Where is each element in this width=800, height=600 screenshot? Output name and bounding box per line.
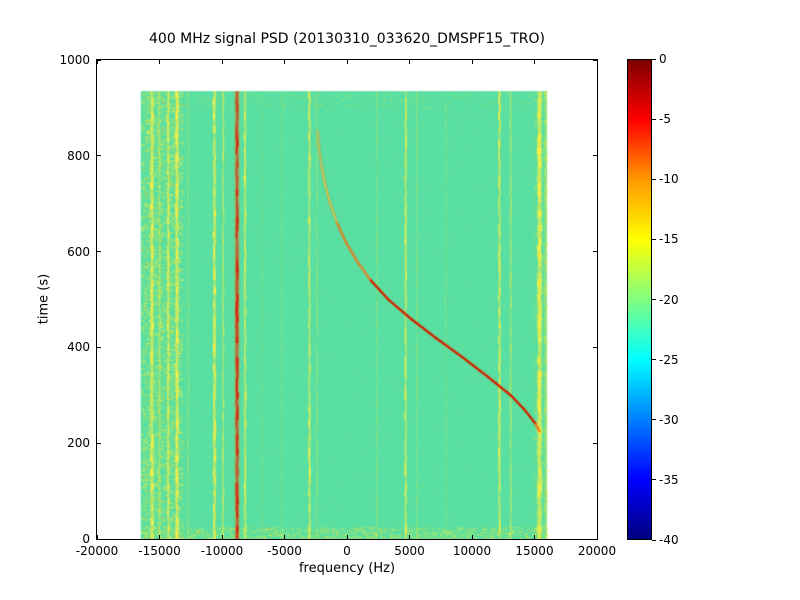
plot-area: [96, 59, 598, 540]
colorbar-tick-label: -10: [659, 172, 679, 187]
y-tick-label: 0: [82, 532, 90, 546]
colorbar-tick-mark: [652, 479, 656, 481]
colorbar-tick-label: -20: [659, 292, 679, 307]
y-tick-label: 800: [67, 148, 90, 163]
tick-mark: [346, 60, 348, 64]
y-axis-label: time (s): [36, 273, 52, 325]
x-tick-label: -5000: [267, 544, 302, 558]
tick-mark: [159, 535, 160, 539]
tick-mark: [97, 442, 101, 444]
tick-mark: [409, 60, 410, 64]
tick-mark: [284, 60, 285, 64]
colorbar-tick-label: -5: [659, 112, 671, 127]
colorbar-tick-label: -40: [659, 533, 679, 547]
tick-mark: [593, 59, 597, 61]
colorbar-tick-label: -30: [659, 412, 679, 427]
x-tick-label: 20000: [577, 544, 617, 558]
tick-mark: [96, 60, 98, 64]
tick-mark: [596, 535, 598, 539]
colorbar-tick-label: 0: [659, 52, 667, 66]
x-axis-label: frequency (Hz): [298, 561, 396, 576]
tick-mark: [97, 346, 101, 348]
tick-mark: [221, 535, 223, 539]
spectrogram-canvas: [97, 60, 597, 539]
tick-mark: [593, 346, 597, 348]
x-tick-label: -15000: [138, 544, 181, 558]
y-tick-label: 1000: [59, 53, 90, 67]
x-tick-label: 0: [343, 544, 351, 558]
x-tick-label: -10000: [200, 544, 244, 558]
tick-mark: [159, 60, 160, 64]
chart-title: 400 MHz signal PSD (20130310_033620_DMSP…: [149, 31, 545, 47]
y-tick-label: 200: [67, 436, 90, 451]
colorbar-tick-mark: [652, 58, 656, 60]
colorbar-tick-mark: [652, 539, 656, 541]
colorbar-tick-mark: [652, 238, 656, 240]
x-tick-label: 5000: [394, 544, 425, 558]
x-tick-label: -20000: [75, 544, 119, 558]
colorbar-tick-label: -25: [659, 352, 679, 367]
y-tick-label: 600: [67, 244, 90, 259]
colorbar: [627, 59, 652, 540]
tick-mark: [593, 538, 597, 540]
tick-mark: [409, 535, 410, 539]
colorbar-tick-mark: [652, 118, 656, 120]
tick-mark: [97, 59, 101, 61]
colorbar-tick-mark: [652, 359, 656, 361]
x-tick-label: 10000: [452, 544, 492, 558]
colorbar-tick-mark: [652, 419, 656, 421]
tick-mark: [97, 538, 101, 540]
colorbar-tick-mark: [652, 178, 656, 180]
tick-mark: [284, 535, 285, 539]
tick-mark: [346, 535, 348, 539]
tick-mark: [96, 535, 98, 539]
tick-mark: [593, 442, 597, 444]
x-tick-label: 15000: [515, 544, 554, 558]
tick-mark: [593, 155, 597, 157]
tick-mark: [534, 535, 535, 539]
tick-mark: [471, 60, 473, 64]
tick-mark: [471, 535, 473, 539]
tick-mark: [596, 60, 598, 64]
tick-mark: [221, 60, 223, 64]
tick-mark: [97, 251, 101, 253]
colorbar-tick-mark: [652, 299, 656, 300]
tick-mark: [593, 251, 597, 253]
tick-mark: [534, 60, 535, 64]
y-tick-label: 400: [67, 340, 90, 355]
colorbar-tick-label: -15: [659, 232, 679, 247]
colorbar-tick-label: -35: [659, 472, 679, 487]
tick-mark: [97, 155, 101, 157]
